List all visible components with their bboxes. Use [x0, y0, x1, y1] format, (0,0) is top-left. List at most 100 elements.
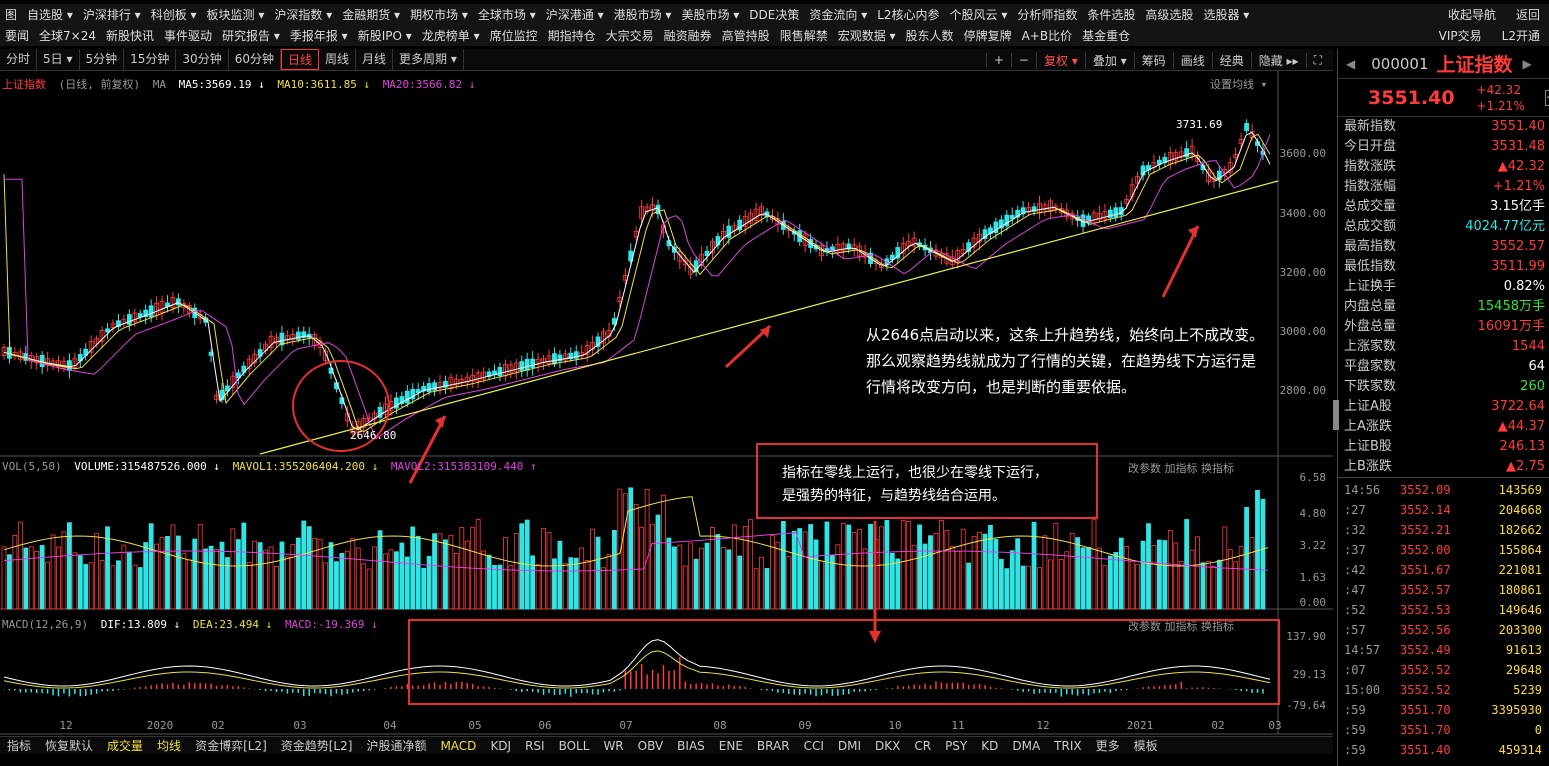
menu-item[interactable]: 高管持股 — [721, 29, 770, 43]
menu-item[interactable]: 新股IPO ▾ — [357, 29, 412, 43]
menu-item[interactable]: 高级选股 — [1145, 8, 1194, 22]
menu-item[interactable]: L2核心内参 — [877, 8, 940, 22]
timeframe-tab[interactable]: 30分钟 — [176, 49, 229, 70]
menu-right-item[interactable]: 返回 — [1515, 8, 1540, 22]
next-icon[interactable]: ▶ — [1522, 56, 1532, 71]
menu-item[interactable]: 席位监控 — [489, 29, 538, 43]
menu-item[interactable]: 金融期货 ▾ — [342, 8, 401, 22]
volume-bar — [126, 551, 132, 610]
chart-tool-button[interactable]: 复权 ▾ — [1035, 51, 1085, 69]
candle-body — [56, 360, 61, 368]
indicator-tab[interactable]: 资金趋势[L2] — [280, 739, 353, 753]
prev-icon[interactable]: ◀ — [1346, 56, 1356, 71]
indicator-tab[interactable]: 成交量 — [107, 739, 144, 753]
indicator-tab[interactable]: DMA — [1012, 738, 1041, 753]
menu-item[interactable]: 条件选股 — [1087, 8, 1136, 22]
timeframe-tab[interactable]: 5分钟 — [80, 49, 125, 70]
menu-item[interactable]: 龙虎榜单 ▾ — [421, 29, 480, 43]
menu-item[interactable]: 板块监测 ▾ — [206, 8, 265, 22]
panel-splitter[interactable] — [1333, 400, 1339, 430]
indicator-tab[interactable]: RSI — [525, 738, 545, 753]
chart-tool-button[interactable]: 隐藏 ▸▸ — [1250, 51, 1306, 69]
chart-tool-button[interactable]: 筹码 — [1133, 51, 1173, 69]
macd-indicator-actions[interactable]: 改参数 加指标 换指标 — [1128, 620, 1234, 633]
chart-tool-button[interactable]: + — [985, 53, 1011, 67]
menu-item[interactable]: 期权市场 ▾ — [410, 8, 468, 22]
menu-item[interactable]: 季报年报 ▾ — [289, 29, 348, 43]
timeframe-tab[interactable]: 更多周期 ▾ — [393, 49, 464, 70]
menu-item[interactable]: 融资融券 — [663, 29, 712, 43]
menu-right-item[interactable]: 收起导航 — [1447, 8, 1496, 22]
menu-item[interactable]: 科创板 ▾ — [150, 8, 197, 22]
menu-item[interactable]: 要闻 — [5, 29, 30, 43]
indicator-tab[interactable]: WR — [603, 738, 624, 753]
menu-item[interactable]: 新股快讯 — [105, 29, 154, 43]
volume-bar — [110, 565, 116, 610]
menu-item[interactable]: 限售解禁 — [779, 29, 828, 43]
menu-item[interactable]: 港股市场 ▾ — [613, 8, 672, 22]
menu-item[interactable]: 图 — [5, 8, 18, 22]
chart-tool-button[interactable]: 经典 — [1211, 51, 1251, 69]
chart-tool-button[interactable]: 画线 — [1172, 51, 1212, 69]
indicator-tab[interactable]: OBV — [637, 738, 664, 753]
indicator-tab[interactable]: DMI — [837, 738, 861, 753]
indicator-tab[interactable]: 指标 — [7, 739, 32, 753]
menu-item[interactable]: 停牌复牌 — [963, 29, 1012, 43]
menu-item[interactable]: 宏观数据 ▾ — [837, 29, 896, 43]
timeframe-tab[interactable]: 分时 — [0, 49, 38, 70]
timeframe-tab[interactable]: 60分钟 — [229, 49, 281, 70]
indicator-tab[interactable]: BOLL — [558, 738, 590, 753]
volume-bar — [906, 521, 912, 610]
indicator-tab[interactable]: 资金博弈[L2] — [195, 739, 267, 753]
menu-item[interactable]: DDE决策 — [749, 8, 800, 22]
menu-item[interactable]: 期指持仓 — [547, 29, 596, 43]
indicator-tab[interactable]: KDJ — [490, 738, 512, 753]
menu-item[interactable]: 基金重仓 — [1082, 29, 1131, 43]
chart-tool-button[interactable]: 叠加 ▾ — [1084, 51, 1134, 69]
indicator-tab[interactable]: 均线 — [157, 739, 182, 753]
indicator-tab[interactable]: ENE — [718, 738, 743, 753]
menu-item[interactable]: 自选股 ▾ — [27, 8, 73, 22]
menu-item[interactable]: A+B比价 — [1021, 29, 1073, 43]
indicator-tab[interactable]: BIAS — [677, 738, 705, 753]
indicator-tab[interactable]: MACD — [440, 738, 477, 753]
menu-item[interactable]: 全球市场 ▾ — [477, 8, 536, 22]
menu-item[interactable]: 全球7×24 — [39, 29, 96, 43]
menu-item[interactable]: 股东人数 — [905, 29, 954, 43]
menu-item[interactable]: 大宗交易 — [605, 29, 654, 43]
indicator-tab[interactable]: KD — [981, 738, 999, 753]
menu-right-item[interactable]: VIP交易 — [1438, 29, 1482, 43]
vol-indicator-actions[interactable]: 改参数 加指标 换指标 — [1128, 462, 1234, 475]
menu-item[interactable]: 沪深指数 ▾ — [274, 8, 333, 22]
menu-item[interactable]: 研究报告 ▾ — [222, 29, 280, 43]
indicator-tab[interactable]: 更多 — [1095, 739, 1120, 753]
candle-body — [1004, 214, 1010, 227]
menu-item[interactable]: 个股风云 ▾ — [949, 8, 1008, 22]
chart-tool-button[interactable]: ⛶ — [1305, 52, 1329, 68]
indicator-tab[interactable]: CR — [914, 738, 932, 753]
indicator-tab[interactable]: TRIX — [1054, 738, 1082, 753]
ma-setting-button[interactable]: 设置均线 ▾ — [1210, 78, 1268, 91]
menu-item[interactable]: 事件驱动 — [164, 29, 213, 43]
timeframe-tab[interactable]: 月线 — [356, 49, 394, 70]
indicator-tab[interactable]: DKX — [875, 738, 901, 753]
indicator-tab[interactable]: 沪股通净额 — [366, 739, 427, 753]
menu-right-item[interactable]: L2开通 — [1501, 29, 1540, 43]
indicator-tab[interactable]: PSY — [945, 738, 968, 753]
menu-item[interactable]: 沪深排行 ▾ — [82, 8, 141, 22]
indicator-tab[interactable]: 恢复默认 — [45, 739, 94, 753]
indicator-tab[interactable]: CCI — [803, 738, 824, 753]
menu-item[interactable]: 美股市场 ▾ — [681, 8, 740, 22]
chart-tool-button[interactable]: − — [1010, 53, 1036, 67]
menu-item[interactable]: 资金流向 ▾ — [809, 8, 868, 22]
timeframe-tab[interactable]: 15分钟 — [124, 49, 177, 70]
timeframe-tab[interactable]: 5日 ▾ — [37, 49, 80, 70]
collapse-icon[interactable]: − — [1544, 89, 1549, 106]
timeframe-tab[interactable]: 日线 — [280, 49, 319, 70]
indicator-tab[interactable]: 模板 — [1133, 739, 1158, 753]
indicator-tab[interactable]: BRAR — [756, 738, 790, 753]
menu-item[interactable]: 分析师指数 — [1017, 8, 1078, 22]
menu-item[interactable]: 选股器 ▾ — [1203, 8, 1250, 22]
menu-item[interactable]: 沪深港通 ▾ — [545, 8, 604, 22]
timeframe-tab[interactable]: 周线 — [319, 49, 357, 70]
